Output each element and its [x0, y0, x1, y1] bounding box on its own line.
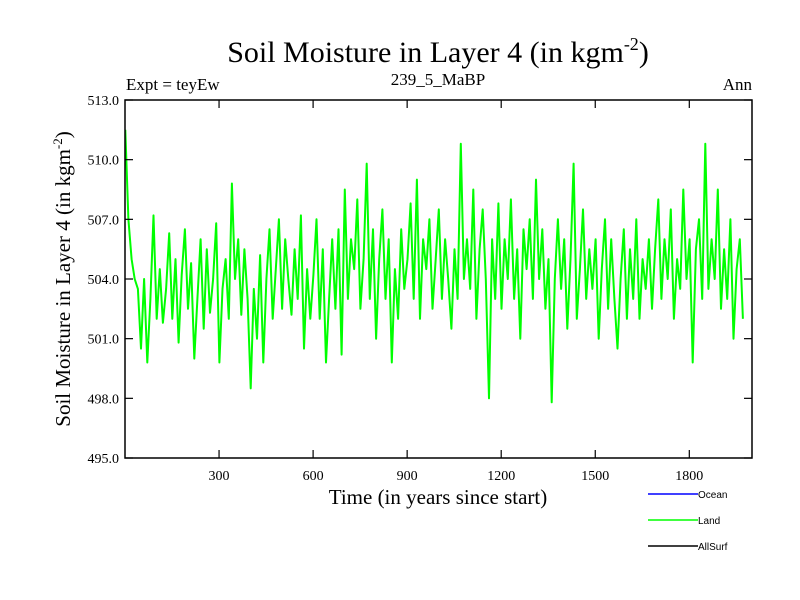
y-tick-label: 495.0	[88, 452, 120, 467]
chart-title-main: Soil Moisture in Layer 4 (in kgm	[227, 36, 624, 69]
subtitle-season: Ann	[723, 75, 753, 94]
y-axis: 495.0 498.0 501.0 504.0 507.0 510.0 513.0	[88, 94, 752, 467]
y-axis-label-main: Soil Moisture in Layer 4 (in kgm	[51, 149, 75, 427]
y-tick-label: 504.0	[88, 273, 120, 288]
x-axis-label: Time (in years since start)	[329, 485, 548, 509]
x-tick-label: 300	[209, 469, 230, 484]
plot-frame	[124, 99, 753, 459]
chart-title: Soil Moisture in Layer 4 (in kgm-2)	[227, 34, 649, 69]
x-tick-label: 600	[303, 469, 324, 484]
series-line-land	[125, 129, 744, 404]
x-axis: 300 600 900 1200 1500 1800	[209, 100, 703, 484]
series-layer	[125, 129, 744, 404]
y-tick-label: 513.0	[88, 94, 120, 109]
chart-title-close: )	[639, 36, 649, 69]
y-tick-label: 501.0	[88, 333, 120, 348]
y-axis-label-close: )	[51, 131, 75, 138]
legend: Ocean Land AllSurf	[648, 490, 728, 553]
x-tick-label: 1500	[581, 469, 609, 484]
y-tick-label: 507.0	[88, 213, 120, 228]
subtitle-experiment: Expt = teyEw	[126, 75, 220, 94]
legend-label-allsurf: AllSurf	[698, 542, 728, 553]
y-tick-label: 498.0	[88, 392, 120, 407]
x-tick-label: 900	[397, 469, 418, 484]
legend-label-land: Land	[698, 516, 720, 527]
y-tick-label: 510.0	[88, 154, 120, 169]
y-axis-label-superscript: -2	[50, 138, 65, 149]
chart-title-superscript: -2	[624, 34, 639, 54]
subtitle-run-id: 239_5_MaBP	[391, 70, 485, 89]
legend-label-ocean: Ocean	[698, 490, 727, 501]
x-tick-label: 1200	[487, 469, 515, 484]
x-tick-label: 1800	[675, 469, 703, 484]
y-axis-label: Soil Moisture in Layer 4 (in kgm-2)	[50, 131, 75, 426]
